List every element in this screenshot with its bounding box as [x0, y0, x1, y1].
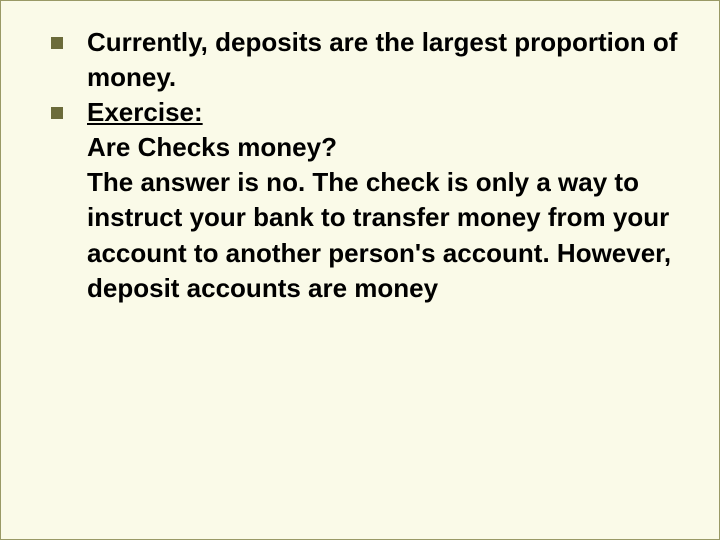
bullet-text-1: Currently, deposits are the largest prop… — [87, 25, 679, 95]
slide-container: Currently, deposits are the largest prop… — [1, 1, 719, 330]
exercise-label: Exercise: — [87, 97, 203, 127]
bullet-marker-icon — [51, 37, 63, 49]
exercise-question: Are Checks money? — [87, 130, 679, 165]
bullet-item-1: Currently, deposits are the largest prop… — [51, 25, 679, 95]
bullet-item-2: Exercise: — [51, 95, 679, 130]
bullet-marker-icon — [51, 107, 63, 119]
exercise-answer: The answer is no. The check is only a wa… — [87, 165, 679, 305]
bullet-content-2: Exercise: — [87, 95, 679, 130]
